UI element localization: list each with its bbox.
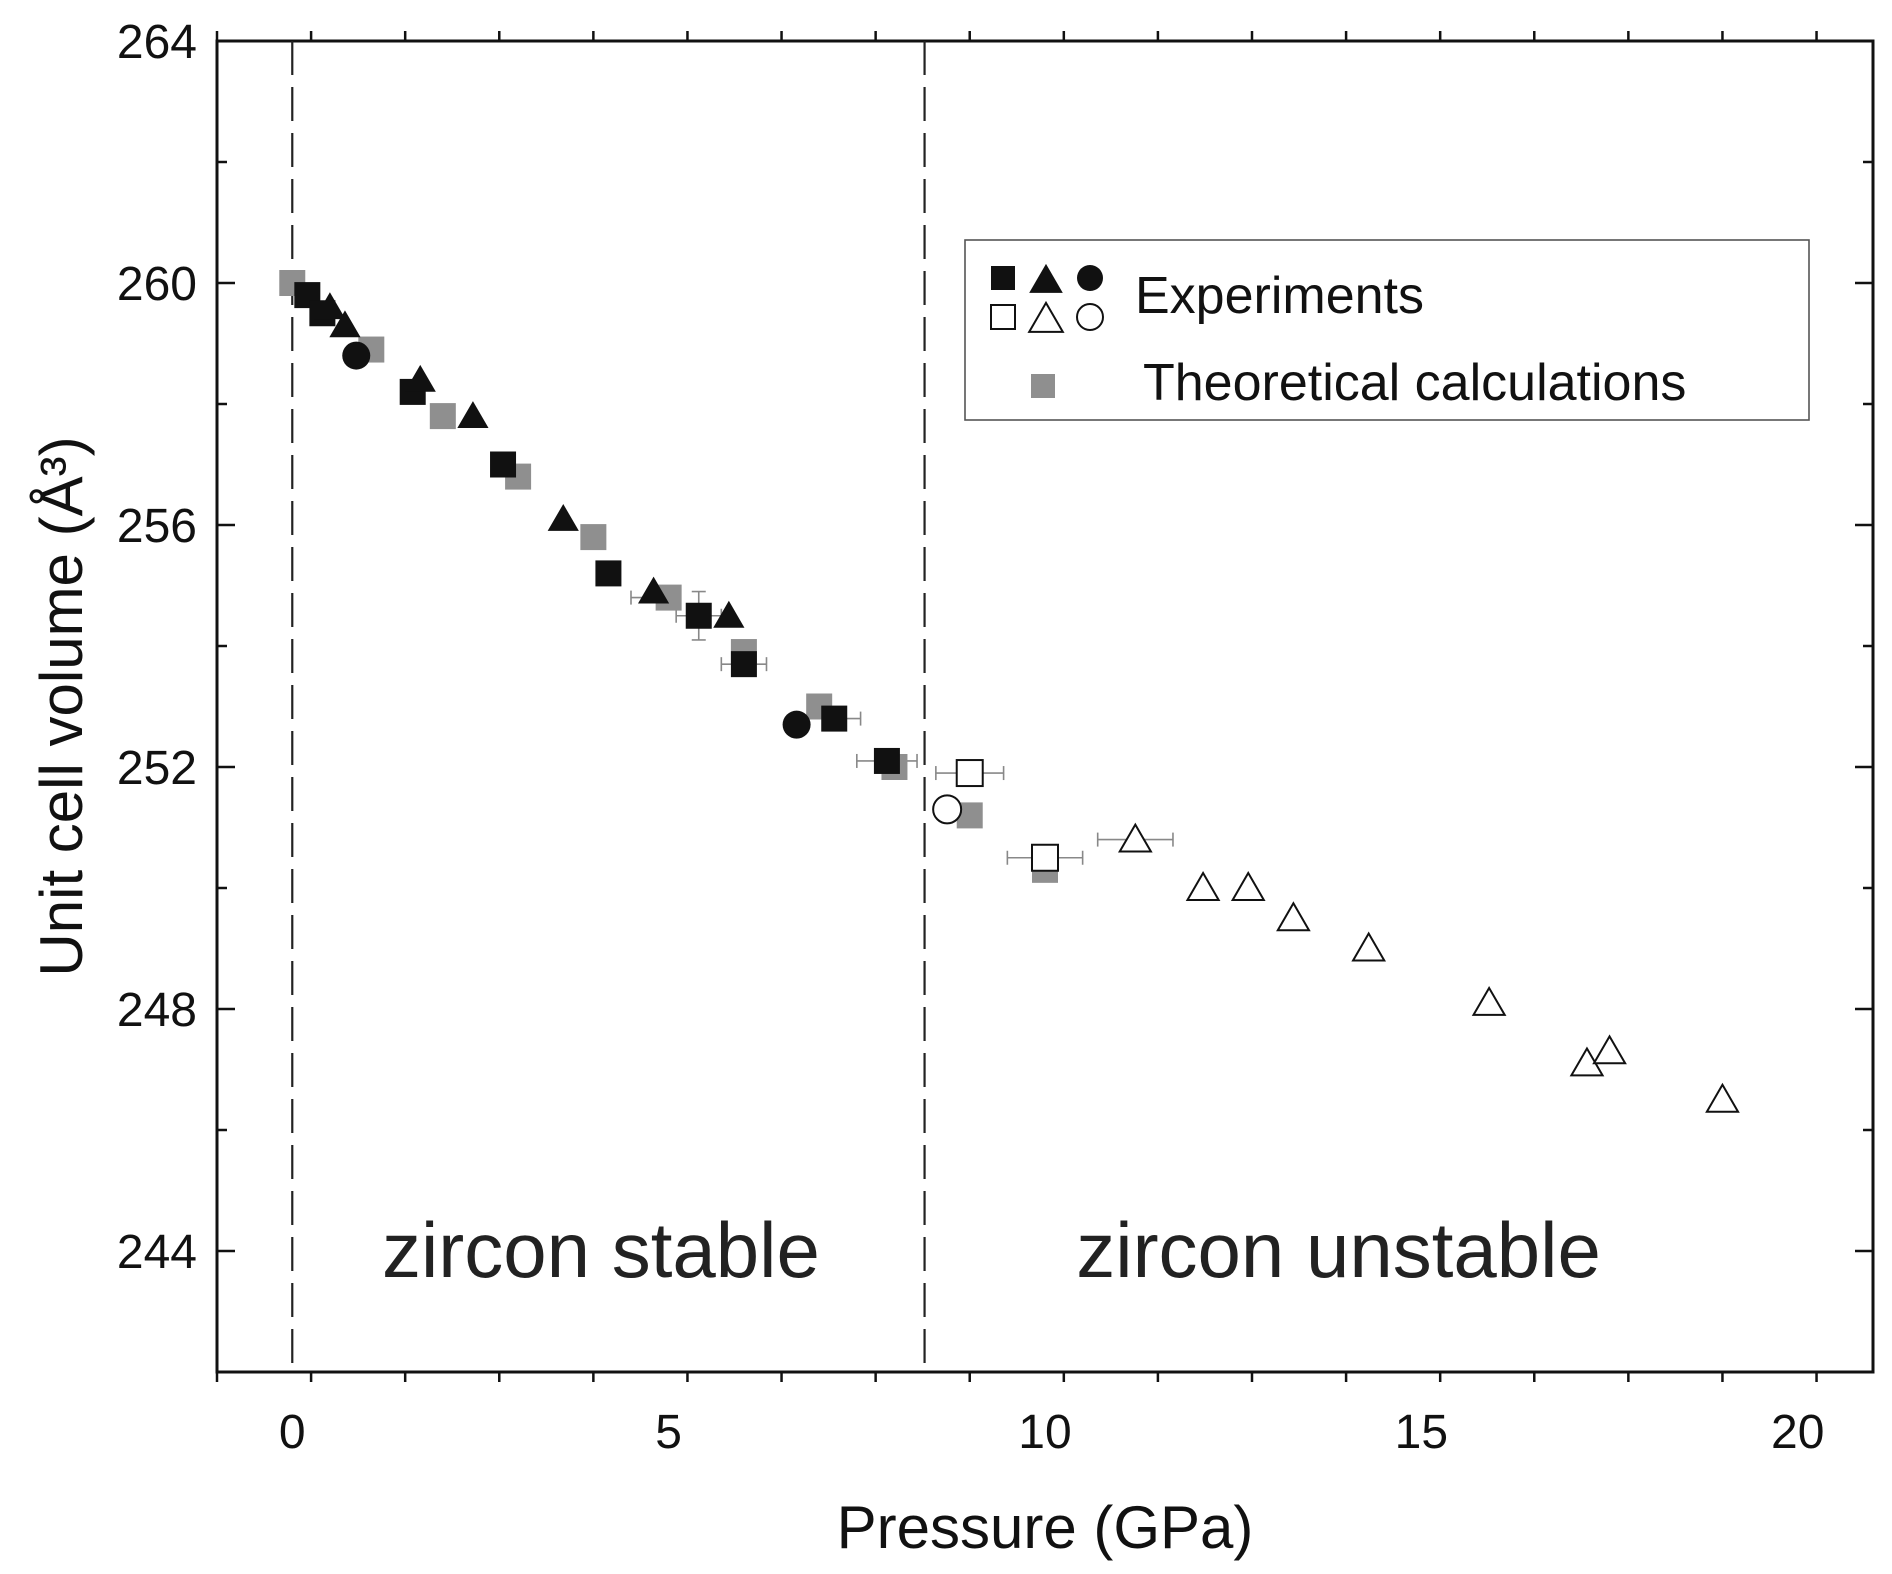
experiments-open-triangle-point <box>1230 871 1266 901</box>
experiments-open-triangle-point <box>1592 1034 1627 1065</box>
theoretical-calculations-point <box>580 524 607 551</box>
experiments-open-triangle-point <box>1185 871 1221 901</box>
experiments-open-triangle-point <box>1471 986 1507 1016</box>
axes-frame-group <box>215 31 1875 1382</box>
experiments-filled-circle-point <box>782 710 811 739</box>
data-points-group <box>279 270 1740 1113</box>
experiments-filled-square-point <box>685 602 712 629</box>
y-tick-label: 256 <box>117 500 197 553</box>
legend-label-experiments: Experiments <box>1135 267 1424 325</box>
experiments-filled-square-point <box>490 451 517 478</box>
legend-label-theory: Theoretical calculations <box>1143 354 1686 412</box>
region-label: zircon unstable <box>1076 1206 1601 1294</box>
experiments-filled-circle-point <box>342 341 371 370</box>
labels-group: 0 5 10 15 20 244 248 252 256 260 264 Pressure (GPa)… <box>28 16 1824 1561</box>
experiments-filled-triangle-point <box>637 576 670 604</box>
experiments-filled-triangle-point <box>713 600 745 628</box>
legend-marker-open-triangle <box>1027 300 1065 333</box>
error-bars-group <box>630 590 1174 865</box>
legend-marker-open-circle <box>1076 303 1104 331</box>
legend-marker-filled-square <box>991 266 1015 290</box>
y-tick-label: 248 <box>117 984 197 1037</box>
experiments-filled-triangle-point <box>329 310 361 338</box>
y-tick-label: 264 <box>117 16 197 69</box>
x-axis-title: Pressure (GPa) <box>837 1494 1254 1561</box>
legend-marker-theory-square <box>1031 374 1055 398</box>
experiments-open-triangle-point <box>1276 901 1311 932</box>
x-tick-label: 20 <box>1771 1406 1824 1459</box>
experiments-filled-square-point <box>595 560 622 587</box>
x-tick-label: 15 <box>1395 1406 1448 1459</box>
experiments-open-circle-point <box>932 794 963 825</box>
y-tick-label: 252 <box>117 742 197 795</box>
legend-marker-filled-circle <box>1077 265 1103 291</box>
theoretical-calculations-point <box>429 403 456 430</box>
experiments-filled-square-point <box>873 747 900 774</box>
experiments-open-triangle-point <box>1705 1082 1740 1113</box>
legend-marker-open-square <box>990 304 1016 330</box>
experiments-filled-triangle-point <box>404 364 436 392</box>
experiments-filled-triangle-point <box>547 504 579 531</box>
y-axis-title: Unit cell volume (Å³) <box>28 436 95 976</box>
experiments-filled-triangle-point <box>314 292 346 320</box>
legend-box <box>964 239 1810 421</box>
x-tick-label: 0 <box>279 1406 306 1459</box>
experiments-open-triangle-point <box>1117 822 1153 853</box>
legend: Experiments Theoretical calculations <box>964 239 1810 421</box>
experiments-open-triangle-point <box>1351 931 1387 962</box>
experiments-open-square-point <box>955 759 984 788</box>
region-label: zircon stable <box>382 1206 820 1294</box>
legend-marker-filled-triangle <box>1029 263 1063 293</box>
experiments-filled-triangle-point <box>457 401 489 429</box>
plot-frame <box>215 39 1875 1374</box>
y-tick-label: 244 <box>117 1226 197 1279</box>
experiments-filled-square-point <box>730 651 757 678</box>
x-tick-label: 5 <box>655 1406 682 1459</box>
x-tick-label: 10 <box>1018 1406 1071 1459</box>
experiments-open-square-point <box>1031 843 1059 872</box>
experiments-filled-square-point <box>821 705 848 732</box>
y-tick-label: 260 <box>117 258 197 311</box>
